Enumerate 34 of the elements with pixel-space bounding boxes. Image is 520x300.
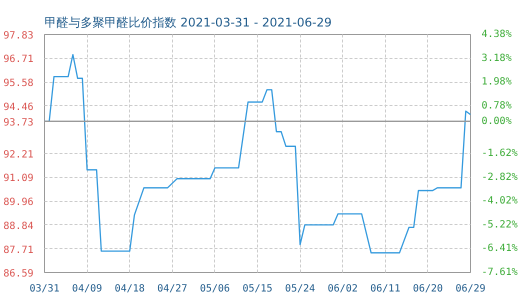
y2-tick-label: -2.82% [482, 172, 518, 183]
y-tick-label: 94.46 [3, 102, 34, 113]
chart-title: 甲醛与多聚甲醛比价指数 2021-03-31 - 2021-06-29 [44, 16, 332, 30]
y-tick-label: 86.59 [3, 268, 34, 280]
x-tick-label: 06/20 [412, 284, 443, 294]
y-tick-label: 92.21 [3, 150, 34, 160]
y-tick-label: 93.73 [3, 117, 34, 128]
x-tick-label: 05/06 [200, 284, 230, 294]
y2-tick-label: -5.22% [482, 220, 518, 231]
x-tick-label: 04/09 [72, 284, 102, 294]
y2-tick-label: -6.41% [482, 243, 518, 254]
y-tick-label: 97.83 [3, 30, 34, 42]
x-tick-label: 03/31 [29, 284, 60, 294]
y-tick-label: 88.84 [3, 220, 34, 232]
y-tick-label: 91.09 [3, 173, 34, 184]
y2-tick-label: -7.61% [482, 267, 518, 278]
x-tick-label: 04/18 [114, 284, 145, 294]
y2-tick-label: -1.62% [482, 148, 518, 160]
y2-tick-label: 0.00% [482, 116, 512, 127]
x-tick-label: 05/15 [242, 284, 273, 294]
x-tick-label: 05/24 [285, 284, 316, 294]
y2-tick-label: 3.18% [482, 52, 512, 64]
y-tick-label: 87.71 [3, 244, 34, 256]
y2-tick-label: 1.98% [482, 76, 512, 88]
y-tick-label: 95.58 [3, 78, 34, 90]
x-tick-label: 06/29 [455, 284, 486, 294]
x-tick-label: 06/02 [328, 284, 358, 294]
y2-tick-label: -4.02% [482, 196, 518, 207]
y2-tick-label: 4.38% [482, 29, 512, 40]
x-tick-label: 06/11 [370, 284, 400, 294]
y2-tick-label: 0.78% [482, 100, 512, 112]
y-tick-label: 89.96 [3, 197, 34, 208]
x-tick-label: 04/27 [157, 284, 188, 294]
y-tick-label: 96.71 [3, 54, 34, 66]
